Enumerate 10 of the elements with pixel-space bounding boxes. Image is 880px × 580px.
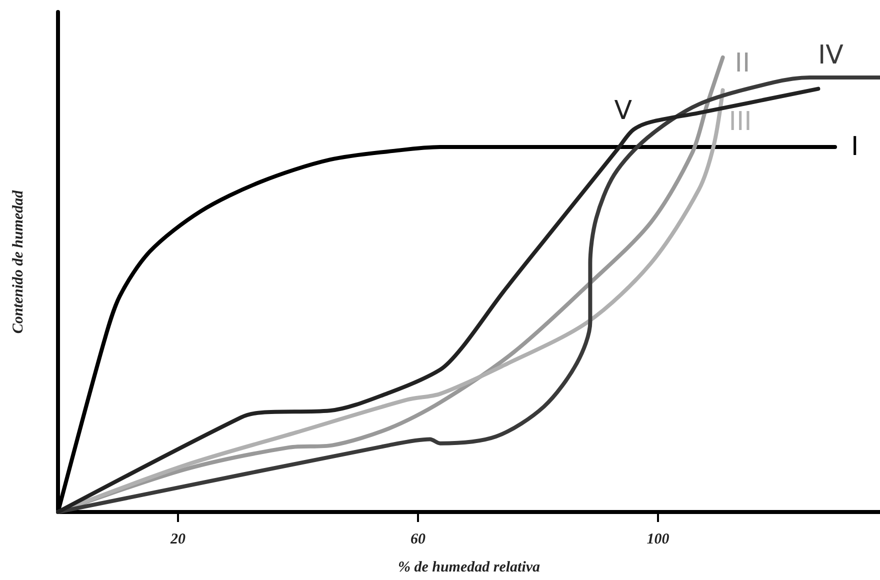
x-tick-label: 60 xyxy=(410,532,426,548)
x-tick-label: 100 xyxy=(646,532,670,548)
x-axis-title: % de humedad relativa xyxy=(398,560,541,576)
series-label: II xyxy=(734,48,750,78)
series-label: III xyxy=(728,107,752,138)
series-label: IV xyxy=(818,40,844,70)
series-label: I xyxy=(851,132,859,162)
series-label: V xyxy=(614,96,632,126)
x-tick-label: 20 xyxy=(170,532,186,548)
y-axis-title: Contenido de humedad xyxy=(10,190,26,334)
